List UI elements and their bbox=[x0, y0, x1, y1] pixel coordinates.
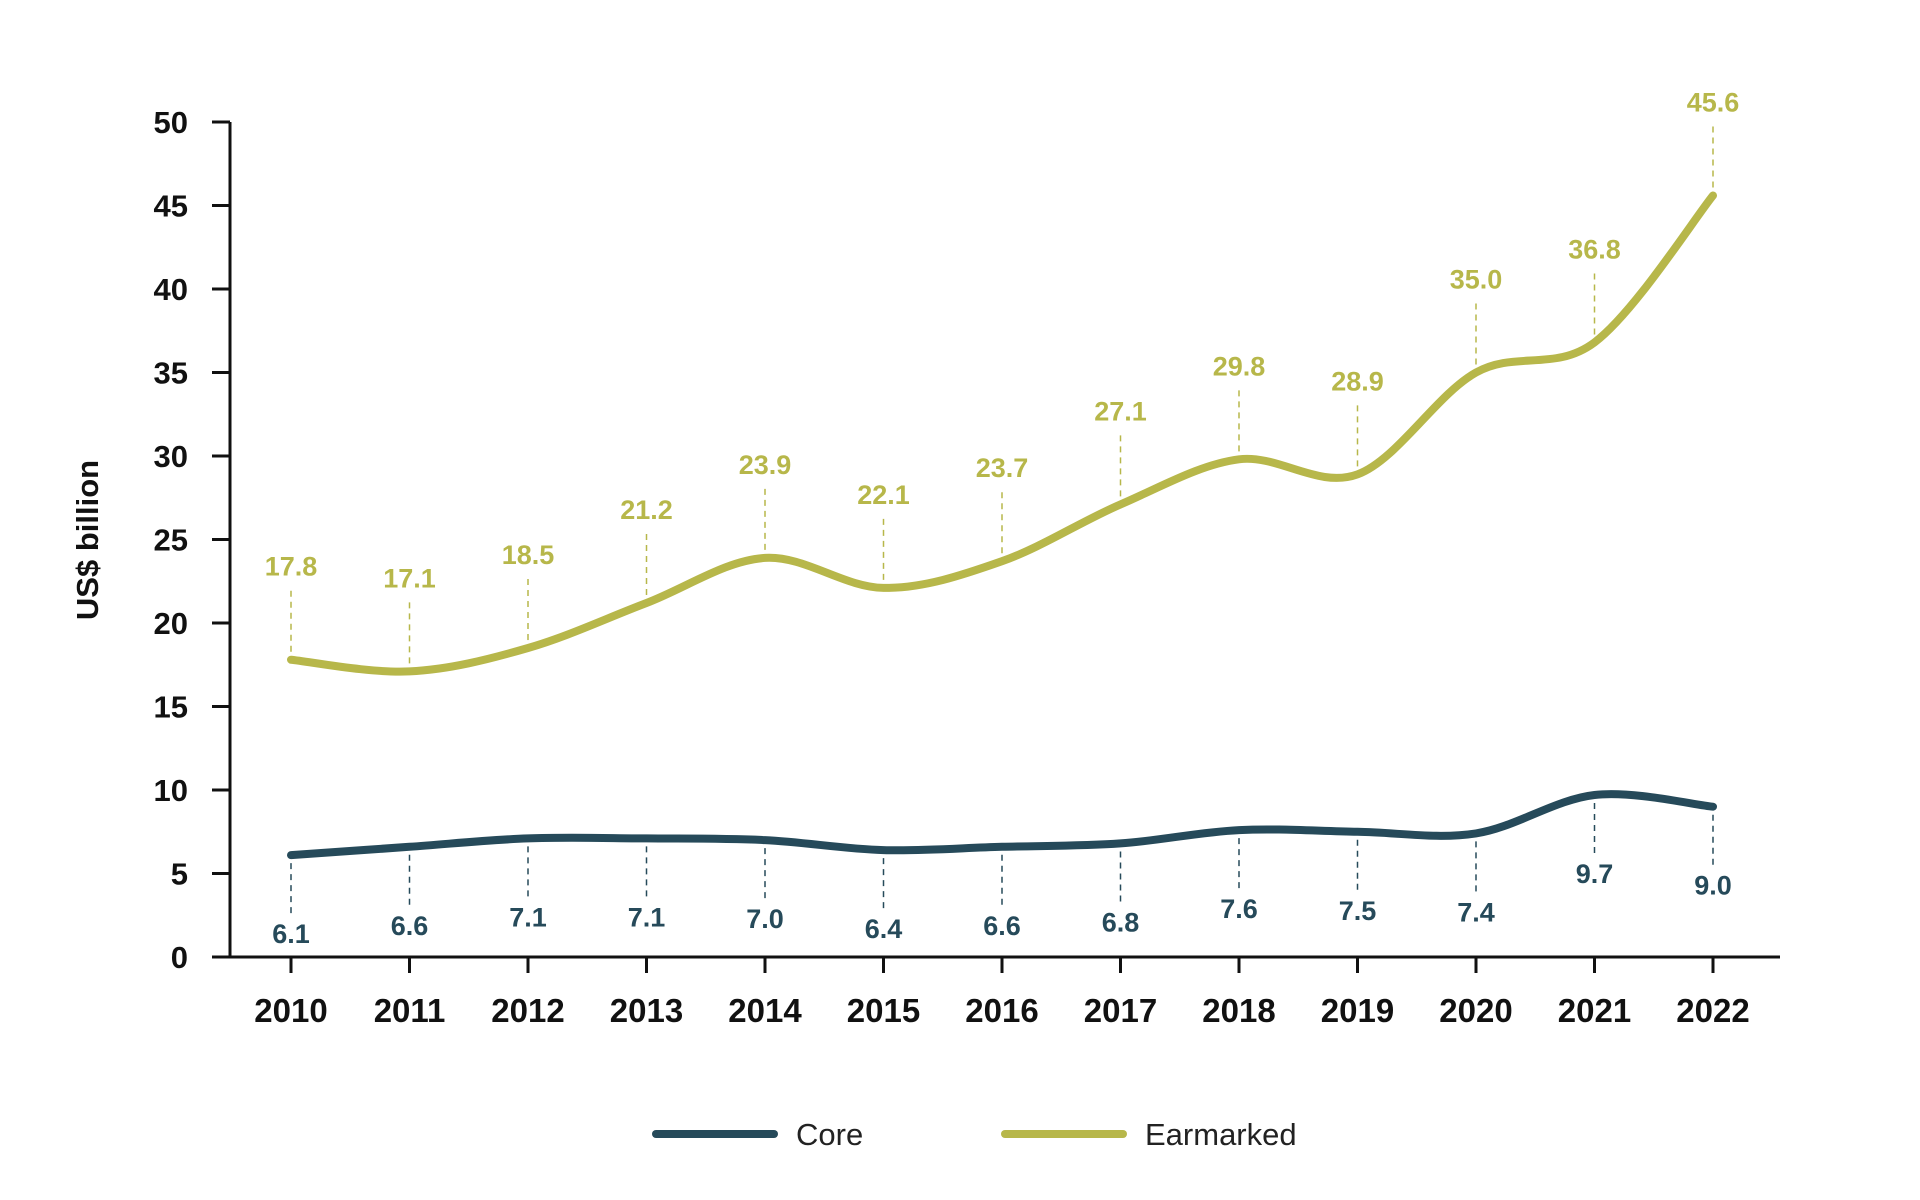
earmarked-data-label: 23.7 bbox=[976, 453, 1029, 483]
core-data-label: 6.6 bbox=[983, 911, 1021, 941]
earmarked-data-label: 21.2 bbox=[620, 495, 673, 525]
x-tick-label: 2017 bbox=[1084, 992, 1157, 1029]
x-tick-label: 2013 bbox=[610, 992, 683, 1029]
y-tick-label: 5 bbox=[171, 857, 188, 892]
y-tick-label: 10 bbox=[154, 773, 188, 808]
earmarked-data-label: 35.0 bbox=[1450, 265, 1503, 295]
y-tick-label: 0 bbox=[171, 940, 188, 975]
y-tick-label: 45 bbox=[154, 189, 188, 224]
earmarked-data-label: 27.1 bbox=[1094, 396, 1147, 426]
x-tick-label: 2012 bbox=[491, 992, 564, 1029]
x-tick-label: 2015 bbox=[847, 992, 920, 1029]
x-tick-label: 2014 bbox=[728, 992, 802, 1029]
x-tick-label: 2011 bbox=[374, 992, 446, 1029]
earmarked-data-label: 28.9 bbox=[1331, 366, 1384, 396]
core-data-label: 7.0 bbox=[746, 904, 784, 934]
series-lines bbox=[287, 191, 1717, 860]
x-tick-label: 2020 bbox=[1439, 992, 1512, 1029]
core-data-label: 7.4 bbox=[1457, 897, 1495, 927]
y-tick-label: 30 bbox=[154, 439, 188, 474]
earmarked-data-label: 17.1 bbox=[383, 563, 436, 593]
x-tick-label: 2019 bbox=[1321, 992, 1394, 1029]
core-data-label: 9.0 bbox=[1694, 871, 1732, 901]
earmarked-data-label: 18.5 bbox=[502, 540, 555, 570]
y-tick-label: 35 bbox=[154, 356, 188, 391]
core-data-label: 6.8 bbox=[1102, 907, 1140, 937]
y-tick-label: 15 bbox=[154, 690, 188, 725]
axes: 0 5 10 15 20 25 30 35 40 45 50 2010 2011 2012 2013 2014… bbox=[70, 105, 1780, 1029]
leader-lines bbox=[290, 123, 1714, 916]
core-series-line bbox=[287, 790, 1717, 860]
y-axis-title: US$ billion bbox=[70, 460, 105, 620]
earmarked-data-label: 36.8 bbox=[1568, 234, 1621, 264]
core-data-label: 6.6 bbox=[391, 911, 429, 941]
core-data-label: 7.1 bbox=[628, 902, 666, 932]
y-tick-label: 20 bbox=[154, 606, 188, 641]
x-tick-label: 2022 bbox=[1676, 992, 1749, 1029]
earmarked-data-label: 17.8 bbox=[265, 552, 318, 582]
legend: Core Earmarked bbox=[652, 1117, 1297, 1152]
x-tick-label: 2021 bbox=[1558, 992, 1631, 1029]
core-data-label: 6.1 bbox=[272, 919, 310, 949]
earmarked-data-label: 23.9 bbox=[739, 450, 792, 480]
y-tick-label: 50 bbox=[154, 105, 188, 140]
y-tick-label: 25 bbox=[154, 523, 188, 558]
core-data-label: 6.4 bbox=[865, 914, 903, 944]
earmarked-series-line bbox=[287, 191, 1717, 676]
core-data-label: 7.1 bbox=[509, 902, 547, 932]
core-data-label: 7.5 bbox=[1339, 896, 1377, 926]
earmarked-data-label: 45.6 bbox=[1687, 87, 1740, 117]
earmarked-data-label: 22.1 bbox=[857, 480, 910, 510]
x-tick-label: 2018 bbox=[1202, 992, 1275, 1029]
core-data-label: 7.6 bbox=[1220, 894, 1258, 924]
earmarked-data-label: 29.8 bbox=[1213, 351, 1266, 381]
legend-label-core: Core bbox=[796, 1117, 863, 1152]
data-labels: 6.1 6.6 7.1 7.1 7.0 6.4 6.6 6.8 7.6 7.5 7.4 9.7 9.0 1… bbox=[265, 87, 1740, 949]
y-tick-label: 40 bbox=[154, 272, 188, 307]
legend-label-earmarked: Earmarked bbox=[1145, 1117, 1297, 1152]
x-tick-label: 2010 bbox=[254, 992, 327, 1029]
x-tick-label: 2016 bbox=[965, 992, 1038, 1029]
core-data-label: 9.7 bbox=[1576, 859, 1614, 889]
